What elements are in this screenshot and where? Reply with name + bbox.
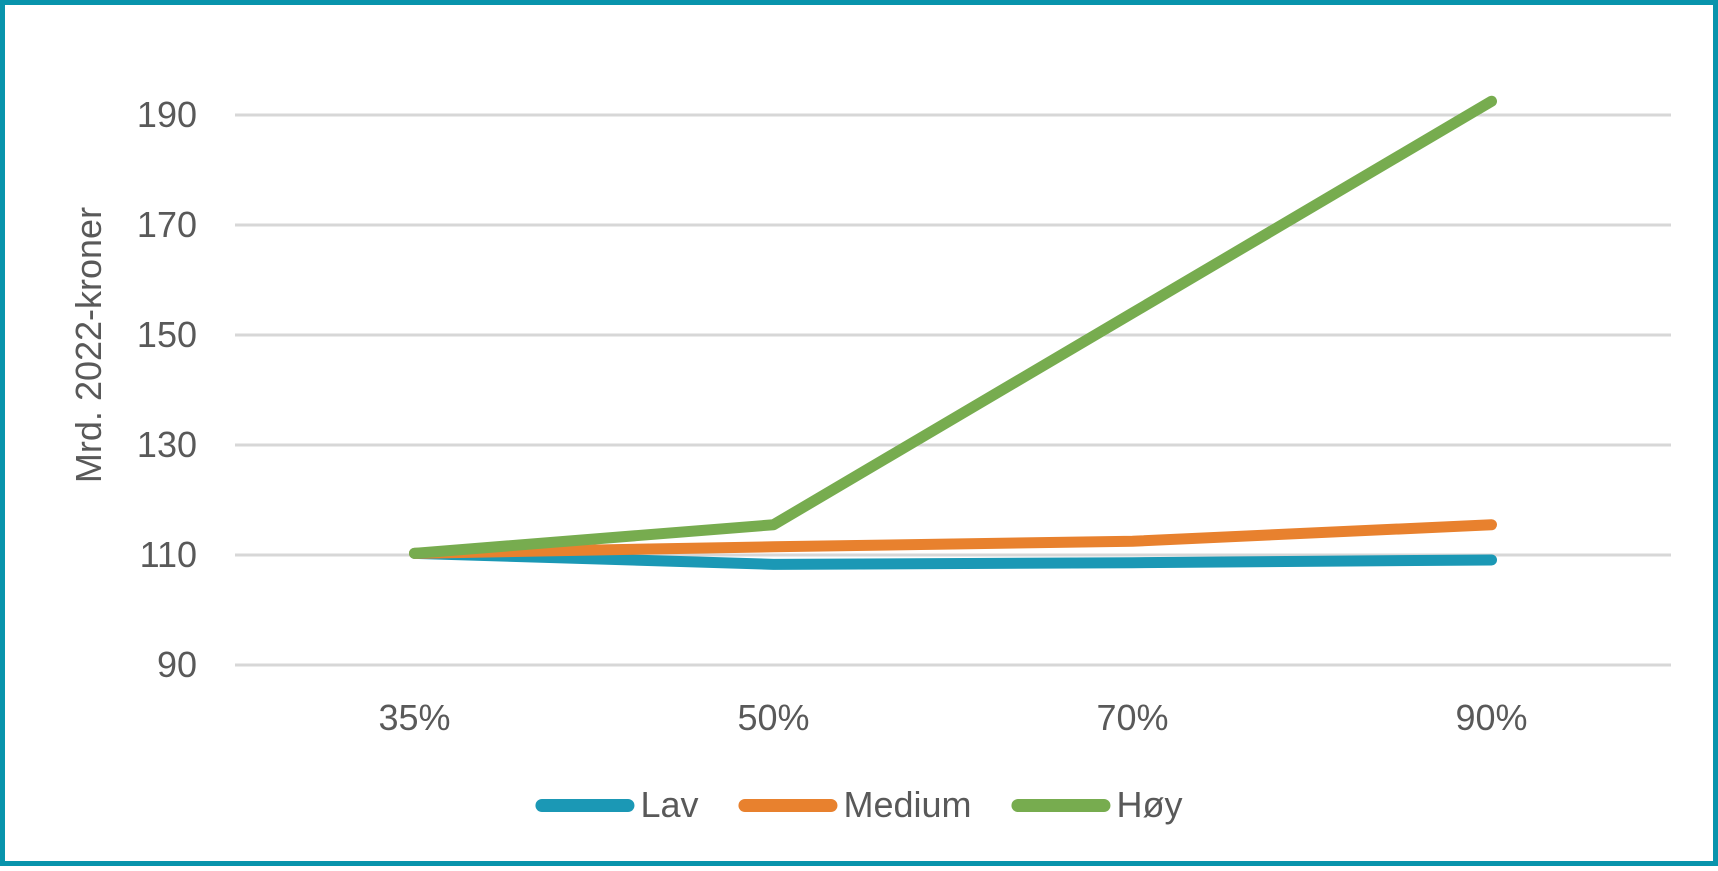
- x-tick-label: 35%: [315, 696, 515, 740]
- legend-item-høy: Høy: [1012, 783, 1183, 827]
- legend-marker-høy: [1012, 799, 1111, 812]
- y-tick-label: 90: [45, 643, 197, 687]
- legend-marker-lav: [535, 799, 634, 812]
- y-tick-label: 110: [45, 533, 197, 577]
- legend-marker-medium: [739, 799, 838, 812]
- legend-label: Høy: [1117, 783, 1183, 827]
- y-tick-label: 190: [45, 93, 197, 137]
- legend-item-medium: Medium: [739, 783, 972, 827]
- y-tick-label: 170: [45, 203, 197, 247]
- x-tick-label: 50%: [674, 696, 874, 740]
- line-plot: [5, 5, 1718, 871]
- legend: Lav Medium Høy: [535, 783, 1182, 827]
- legend-label: Medium: [844, 783, 972, 827]
- x-tick-label: 90%: [1392, 696, 1592, 740]
- y-tick-label: 130: [45, 423, 197, 467]
- legend-item-lav: Lav: [535, 783, 698, 827]
- x-tick-label: 70%: [1033, 696, 1233, 740]
- legend-label: Lav: [640, 783, 698, 827]
- series-line-høy: [415, 101, 1492, 553]
- y-tick-label: 150: [45, 313, 197, 357]
